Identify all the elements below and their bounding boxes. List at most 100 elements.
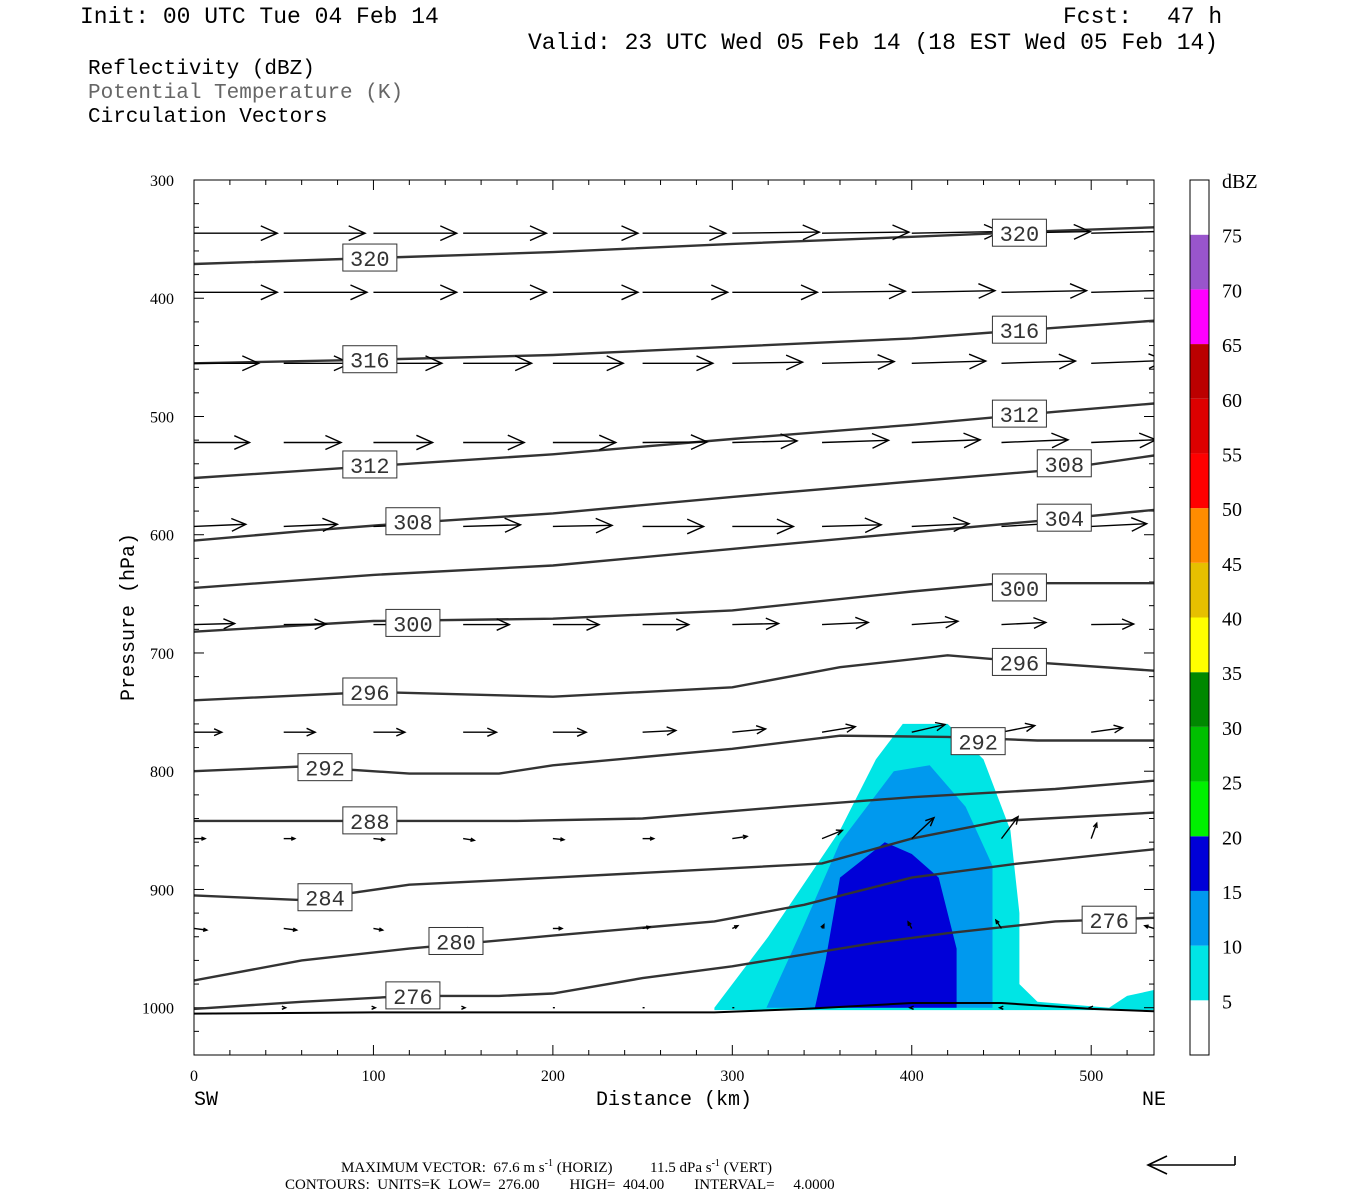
legend-reflectivity: Reflectivity (dBZ) (88, 58, 315, 81)
vector-arrowhead (1162, 224, 1179, 239)
reference-vector-icon (1146, 1155, 1236, 1175)
contour-label-292: 292 (958, 732, 998, 757)
theta-288-contour (194, 779, 1154, 823)
surface-line (194, 1002, 1154, 1015)
x-axis-left-end-label: SW (194, 1089, 218, 1112)
vector-arrow (821, 829, 843, 840)
vector-arrow (194, 523, 246, 528)
unit-exponent: -1 (711, 1158, 720, 1169)
vector-arrow (463, 837, 475, 841)
colorbar-segment-40 (1190, 562, 1209, 618)
vector-arrow (732, 728, 766, 733)
vector-arrow (732, 835, 748, 840)
vector-arrowhead (202, 927, 209, 932)
forecast-hour: 47 h (1167, 4, 1223, 30)
x-tick-label: 0 (190, 1068, 198, 1085)
vector-arrowhead (514, 355, 534, 372)
vector-arrowhead (201, 836, 207, 841)
vector-arrowhead (649, 836, 656, 841)
vector-arrowhead (978, 283, 997, 299)
vector-arrowhead (686, 518, 706, 535)
y-axis-title: Pressure (hPa) (118, 533, 141, 701)
contour-label-312: 312 (350, 455, 390, 480)
contour-label-box (385, 507, 441, 536)
vector-arrowhead (800, 284, 820, 301)
y-tick-label: 400 (150, 291, 174, 308)
contour-label-box (297, 753, 353, 782)
theta-308-contour (194, 454, 1154, 542)
colorbar-label: 15 (1222, 882, 1242, 904)
vector-arrow (911, 523, 970, 528)
vector-arrow (1091, 230, 1154, 234)
vector-arrowhead (892, 224, 911, 241)
colorbar-label: 50 (1222, 499, 1242, 521)
y-tick-label: 900 (150, 882, 174, 899)
vector-arrow (911, 230, 1001, 234)
contour-label-316: 316 (350, 350, 390, 375)
vector-arrow (552, 837, 565, 841)
vector-arrowhead (595, 517, 614, 534)
vector-arrowhead (742, 834, 749, 840)
vector-arrowhead (576, 727, 588, 737)
vector-arrowhead (440, 225, 459, 242)
vector-arrow (642, 441, 708, 444)
vector-arrowhead (780, 433, 799, 450)
vector-arrow (1091, 289, 1154, 294)
contour-label-box (342, 345, 398, 374)
vector-arrowhead (1058, 353, 1078, 370)
colorbar-label: 30 (1222, 718, 1242, 740)
vector-arrow (911, 360, 986, 364)
vector-arrowhead (1069, 283, 1089, 299)
vector-arrowhead (963, 432, 982, 449)
colorbar-segment-25 (1190, 726, 1209, 782)
colorbar-label: 70 (1222, 280, 1242, 302)
contour-label-box (1036, 449, 1092, 478)
max-vector-vert: (HORIZ) 11.5 dPa s (552, 1160, 712, 1176)
vector-arrowhead (765, 617, 781, 631)
vector-arrowhead (907, 920, 912, 926)
vector-arrowhead (1092, 821, 1098, 829)
contour-label-320: 320 (1000, 223, 1040, 248)
unit-exponent: -1 (544, 1158, 553, 1169)
vector-arrowhead (733, 924, 740, 930)
contour-label-box (385, 608, 441, 637)
vector-arrowhead (994, 918, 1000, 925)
vector-arrow (1091, 439, 1154, 444)
vector-arrow (911, 439, 981, 444)
contour-label-300: 300 (393, 613, 433, 638)
vector-arrowhead (877, 354, 896, 370)
reflectivity-15-region (814, 842, 957, 1008)
vector-arrowhead (934, 721, 947, 732)
x-axis-right-end-label: NE (1142, 1089, 1166, 1112)
colorbar-segment-10 (1190, 890, 1209, 946)
x-tick-label: 500 (1079, 1068, 1103, 1085)
contour-label-box (385, 981, 441, 1010)
vector-arrowhead (470, 837, 477, 842)
vector-arrowhead (711, 284, 730, 301)
vector-arrowhead (785, 354, 805, 371)
vector-arrowhead (908, 1005, 914, 1010)
vector-arrowhead (325, 434, 343, 451)
theta-276-contour (194, 916, 1154, 1011)
vector-arrow (911, 289, 996, 294)
vector-arrowhead (888, 283, 908, 300)
contour-label-box (342, 450, 398, 479)
vector-arrowhead (461, 1005, 467, 1010)
colorbar-label: 25 (1222, 773, 1242, 795)
y-tick-label: 300 (150, 173, 174, 190)
vector-arrowhead (396, 727, 407, 737)
contour-label-box (991, 647, 1047, 676)
vector-arrowhead (845, 723, 857, 733)
vector-arrow (822, 524, 882, 528)
vector-arrowhead (290, 836, 297, 841)
colorbar-segment-45 (1190, 508, 1209, 563)
vector-arrow (283, 927, 297, 931)
vector-arrowhead (529, 284, 549, 301)
theta-280-contour (194, 848, 1154, 982)
x-axis-title: Distance (km) (596, 1089, 752, 1112)
vector-arrow (463, 524, 521, 528)
vector-arrowhead (558, 926, 564, 931)
vector-arrowhead (599, 434, 618, 451)
vector-arrow (194, 927, 208, 931)
contour-label-box (342, 677, 398, 706)
